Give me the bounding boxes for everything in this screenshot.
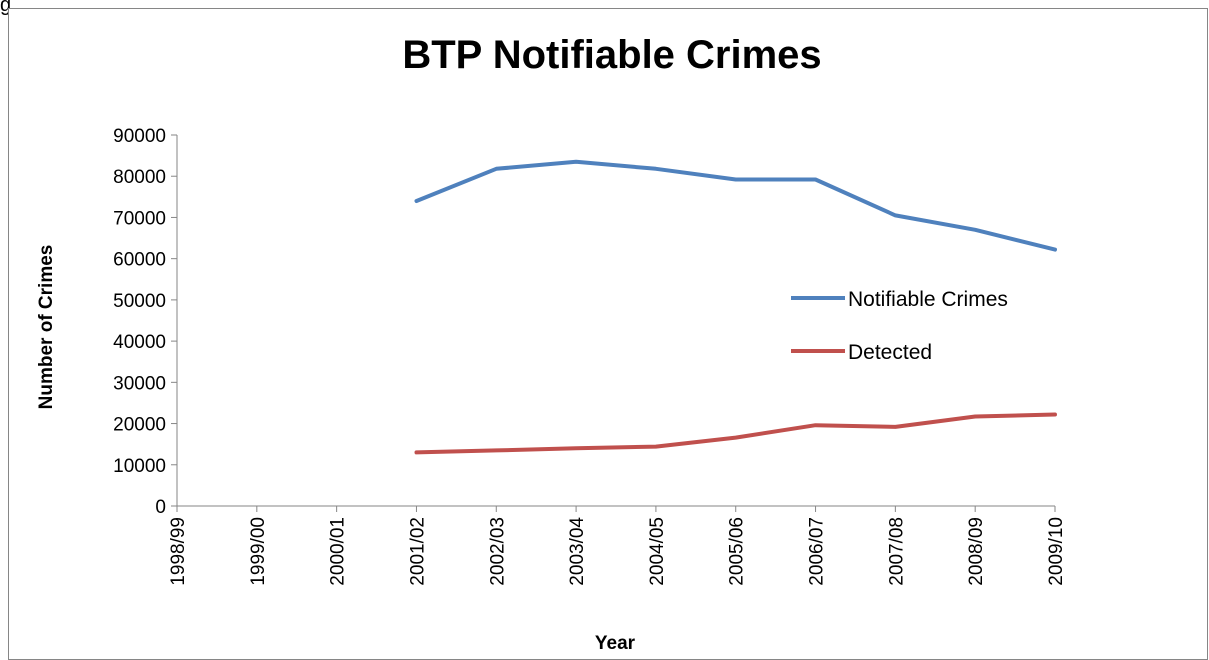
x-tick-label: 1999/00: [248, 517, 269, 586]
y-tick-label: 40000: [113, 332, 166, 353]
x-tick-label: 2008/09: [966, 517, 987, 586]
series-line-detected: [414, 412, 1057, 455]
y-tick-label: 80000: [113, 167, 166, 188]
y-tick-label: 90000: [113, 126, 166, 147]
chart-frame: BTP Notifiable Crimes 0 10000 20000 30000 40…: [8, 8, 1208, 660]
x-tick-label: 2001/02: [407, 517, 428, 586]
x-tick-label: 2005/06: [727, 517, 748, 586]
chart-title: BTP Notifiable Crimes: [402, 33, 821, 77]
x-tick-label: 2003/04: [567, 517, 588, 586]
y-tick-label: 10000: [113, 456, 166, 477]
corner-label: g: [0, 0, 12, 16]
x-tick-label: 2002/03: [487, 517, 508, 586]
legend-label-notifiable-crimes: Notifiable Crimes: [848, 288, 1008, 311]
x-tick-label: 2007/08: [886, 517, 907, 586]
x-tick-label: 2004/05: [647, 517, 668, 586]
y-tick-label: 30000: [113, 373, 166, 394]
y-tick-label: 60000: [113, 250, 166, 271]
x-tick-label: 2000/01: [328, 517, 349, 586]
y-axis-title: Number of Crimes: [36, 245, 57, 410]
y-tick-label: 0: [155, 497, 166, 518]
x-tick-label: 2006/07: [807, 517, 828, 586]
series-line-notifiable-crimes: [414, 159, 1057, 252]
x-axis-title: Year: [595, 633, 636, 654]
legend: Notifiable Crimes Detected: [791, 288, 1008, 364]
legend-label-detected: Detected: [848, 341, 932, 364]
axes: 0 10000 20000 30000 40000 50000 60000 70000 8000…: [113, 126, 1067, 586]
line-chart: BTP Notifiable Crimes 0 10000 20000 30000 40…: [36, 33, 1067, 654]
y-tick-label: 70000: [113, 208, 166, 229]
x-tick-label: 2009/10: [1046, 517, 1067, 586]
y-tick-label: 20000: [113, 415, 166, 436]
y-tick-label: 50000: [113, 291, 166, 312]
x-tick-label: 1998/99: [168, 517, 189, 586]
series-lines: [414, 159, 1057, 455]
